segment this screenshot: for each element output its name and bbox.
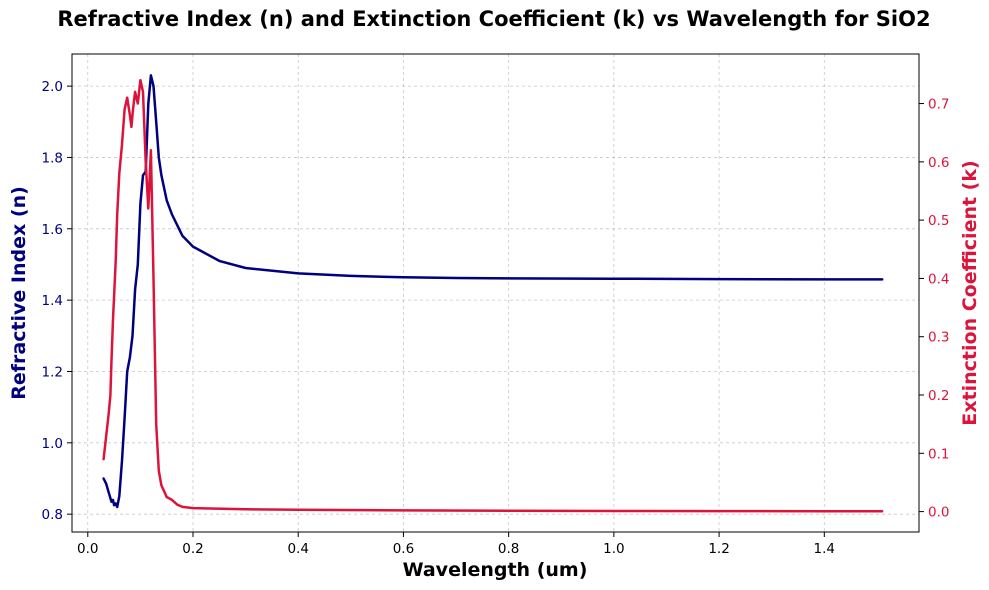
y-tick-label-left: 0.8 — [42, 507, 63, 523]
y-tick-label-right: 0.0 — [928, 505, 949, 521]
x-tick-label: 0.4 — [287, 541, 308, 557]
x-axis-label: Wavelength (um) — [403, 559, 588, 581]
x-tick-label: 1.4 — [814, 541, 835, 557]
x-tick-label: 1.0 — [603, 541, 624, 557]
chart-title: Refractive Index (n) and Extinction Coef… — [57, 7, 930, 31]
y-tick-label-right: 0.1 — [928, 446, 949, 462]
y-tick-label-left: 2.0 — [42, 79, 63, 95]
x-tick-label: 0.6 — [393, 541, 414, 557]
y-tick-label-right: 0.6 — [928, 155, 949, 171]
y-tick-label-left: 1.4 — [42, 293, 63, 309]
y-tick-label-right: 0.3 — [928, 330, 949, 346]
x-tick-label: 0.0 — [77, 541, 98, 557]
y-axis-left: 0.8 1.0 1.2 1.4 1.6 1.8 2.0 — [42, 79, 72, 523]
y-axis-label-right: Extinction Coefficient (k) — [959, 160, 981, 425]
plot-area-frame — [71, 53, 920, 533]
x-tick-label: 0.2 — [182, 541, 203, 557]
y-tick-label-right: 0.7 — [928, 97, 949, 113]
series-line-k — [102, 78, 884, 513]
y-tick-label-right: 0.5 — [928, 213, 949, 229]
grid — [72, 54, 919, 532]
x-tick-label: 0.8 — [498, 541, 519, 557]
series-lines — [102, 74, 884, 513]
x-tick-label: 1.2 — [708, 541, 729, 557]
y-axis-right: 0.0 0.1 0.2 0.3 0.4 0.5 0.6 0.7 — [919, 97, 949, 521]
series-line-n — [102, 74, 884, 509]
y-tick-label-left: 1.8 — [42, 150, 63, 166]
y-tick-label-right: 0.2 — [928, 388, 949, 404]
y-tick-label-left: 1.0 — [42, 436, 63, 452]
y-axis-label-left: Refractive Index (n) — [8, 186, 30, 400]
y-tick-label-right: 0.4 — [928, 271, 949, 287]
y-tick-label-left: 1.6 — [42, 222, 63, 238]
x-axis: 0.0 0.2 0.4 0.6 0.8 1.0 1.2 1.4 — [77, 532, 835, 557]
y-tick-label-left: 1.2 — [42, 364, 63, 380]
